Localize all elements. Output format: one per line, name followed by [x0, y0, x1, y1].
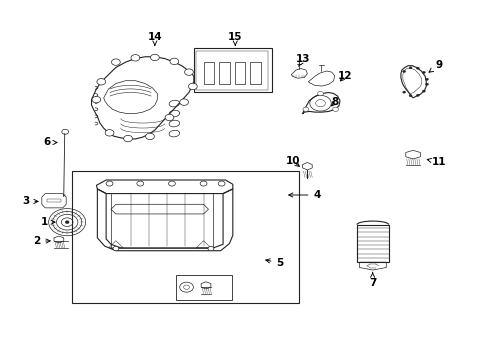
Bar	[72, 171, 298, 303]
Circle shape	[131, 55, 140, 61]
Text: 15: 15	[228, 32, 243, 45]
Text: 11: 11	[427, 157, 446, 167]
Text: 12: 12	[338, 71, 352, 81]
Circle shape	[165, 114, 174, 121]
Text: 4: 4	[289, 190, 321, 200]
Circle shape	[416, 67, 419, 69]
Text: 14: 14	[147, 32, 162, 45]
Circle shape	[403, 91, 406, 93]
Circle shape	[422, 90, 425, 92]
Circle shape	[425, 78, 428, 80]
Bar	[357, 225, 389, 262]
Circle shape	[170, 58, 179, 64]
Circle shape	[333, 107, 339, 111]
Circle shape	[180, 99, 189, 105]
Text: 5: 5	[266, 258, 284, 268]
Circle shape	[150, 54, 159, 61]
Circle shape	[416, 94, 419, 96]
Circle shape	[303, 107, 309, 111]
Bar	[203, 62, 214, 84]
Text: 9: 9	[429, 60, 442, 72]
Text: 13: 13	[296, 54, 311, 66]
Text: 7: 7	[369, 272, 376, 288]
Circle shape	[208, 247, 214, 251]
Circle shape	[189, 83, 197, 90]
Bar	[176, 275, 232, 300]
Circle shape	[106, 181, 113, 186]
Bar	[196, 51, 269, 90]
Circle shape	[113, 247, 119, 251]
Circle shape	[92, 96, 101, 103]
Circle shape	[218, 181, 225, 186]
Circle shape	[185, 69, 194, 75]
Circle shape	[112, 59, 120, 65]
Circle shape	[403, 70, 406, 72]
Text: 8: 8	[331, 97, 339, 107]
Bar	[250, 62, 261, 84]
Circle shape	[409, 95, 412, 97]
Text: 3: 3	[22, 197, 38, 206]
Circle shape	[422, 71, 425, 73]
Circle shape	[318, 91, 323, 96]
Circle shape	[425, 83, 428, 85]
Circle shape	[200, 181, 207, 186]
Circle shape	[105, 130, 114, 136]
Circle shape	[65, 221, 69, 224]
Bar	[235, 62, 245, 84]
Text: 2: 2	[33, 237, 50, 247]
Text: 10: 10	[286, 157, 300, 166]
Circle shape	[409, 67, 412, 69]
Circle shape	[169, 181, 175, 186]
Circle shape	[123, 135, 132, 142]
Bar	[219, 62, 230, 84]
Circle shape	[146, 133, 154, 140]
Text: 1: 1	[41, 217, 55, 227]
Text: 6: 6	[43, 138, 57, 148]
Circle shape	[97, 78, 106, 85]
Circle shape	[137, 181, 144, 186]
